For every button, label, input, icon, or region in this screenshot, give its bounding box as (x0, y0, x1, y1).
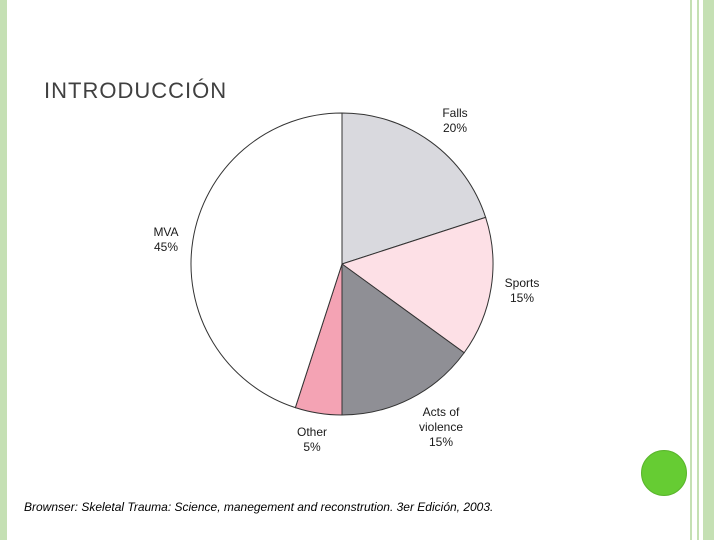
left-border (0, 0, 7, 540)
right-border-line-1 (690, 0, 692, 540)
pie-slice-acts-of (341, 263, 465, 416)
source-citation: Brownser: Skeletal Trauma: Science, mane… (24, 500, 494, 514)
slide-title: INTRODUCCIÓN (44, 78, 228, 103)
slice-label-sports: Sports 15% (505, 276, 540, 305)
right-border-bar (703, 0, 714, 540)
slice-label-mva: MVA 45% (153, 225, 178, 254)
pie-slice-falls (341, 112, 487, 265)
green-circle-decoration (641, 450, 687, 496)
right-border-line-2 (697, 0, 699, 540)
pie-slice-mva (190, 112, 343, 409)
slice-label-falls: Falls 20% (442, 106, 467, 135)
pie-slice-sports (340, 216, 494, 354)
slice-label-acts-of: Acts of violence 15% (419, 405, 463, 449)
slice-label-other: Other 5% (297, 425, 327, 454)
